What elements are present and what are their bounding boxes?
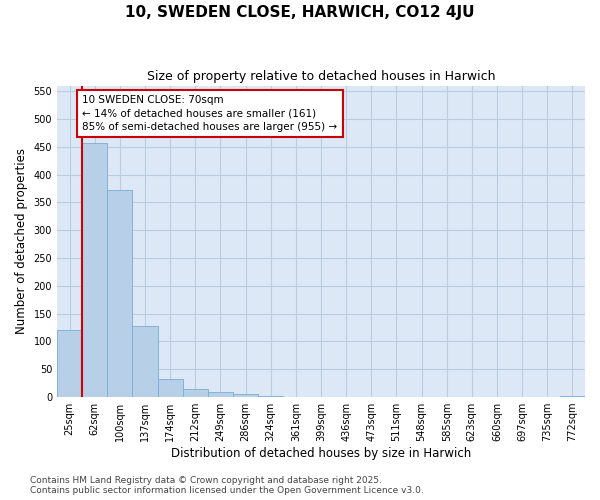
Title: Size of property relative to detached houses in Harwich: Size of property relative to detached ho…: [147, 70, 495, 83]
Bar: [107, 190, 133, 397]
Bar: [82, 144, 107, 397]
Y-axis label: Number of detached properties: Number of detached properties: [15, 148, 28, 334]
Bar: [560, 396, 585, 397]
Bar: [208, 392, 233, 397]
X-axis label: Distribution of detached houses by size in Harwich: Distribution of detached houses by size …: [171, 447, 471, 460]
Bar: [158, 378, 183, 397]
Text: 10, SWEDEN CLOSE, HARWICH, CO12 4JU: 10, SWEDEN CLOSE, HARWICH, CO12 4JU: [125, 5, 475, 20]
Bar: [183, 388, 208, 397]
Bar: [258, 396, 283, 397]
Text: Contains HM Land Registry data © Crown copyright and database right 2025.
Contai: Contains HM Land Registry data © Crown c…: [30, 476, 424, 495]
Bar: [233, 394, 258, 397]
Bar: [57, 330, 82, 397]
Text: 10 SWEDEN CLOSE: 70sqm
← 14% of detached houses are smaller (161)
85% of semi-de: 10 SWEDEN CLOSE: 70sqm ← 14% of detached…: [82, 95, 337, 132]
Bar: [133, 326, 158, 397]
